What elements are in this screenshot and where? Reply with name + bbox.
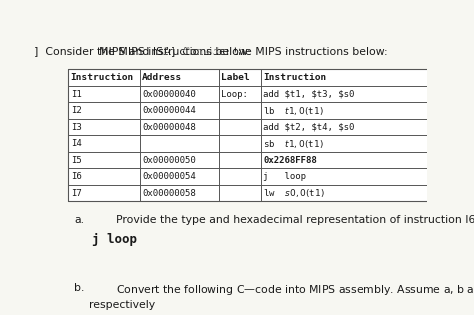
Text: j   loop: j loop (264, 172, 307, 181)
Text: I3: I3 (71, 123, 82, 132)
Text: I6: I6 (71, 172, 82, 181)
Text: I4: I4 (71, 139, 82, 148)
Text: Address: Address (142, 73, 182, 82)
Text: Loop:: Loop: (221, 89, 248, 99)
Text: sb  $t1, 0($t1): sb $t1, 0($t1) (264, 138, 325, 150)
Text: MIPS and ISA: MIPS and ISA (162, 46, 243, 56)
Text: 0x00000050: 0x00000050 (142, 156, 196, 164)
Text: lb  $t1, 0($t1): lb $t1, 0($t1) (264, 105, 325, 117)
Text: MIPS and ISA]  Consider the MIPS instructions below:: MIPS and ISA] Consider the MIPS instruct… (99, 46, 387, 56)
Text: add $t1, $t3, $s0: add $t1, $t3, $s0 (264, 89, 355, 99)
Text: I1: I1 (71, 89, 82, 99)
Text: Provide the type and hexadecimal representation of instruction I6:: Provide the type and hexadecimal represe… (116, 215, 474, 225)
Text: respectively: respectively (89, 300, 155, 310)
Text: 0x00000040: 0x00000040 (142, 89, 196, 99)
Text: 0x00000054: 0x00000054 (142, 172, 196, 181)
Text: ]  Consider the MIPS instructions below:: ] Consider the MIPS instructions below: (34, 46, 251, 56)
Text: add $t2, $t4, $s0: add $t2, $t4, $s0 (264, 123, 355, 132)
Text: b.: b. (74, 283, 84, 293)
Text: Instruction: Instruction (264, 73, 327, 82)
Text: 0x00000044: 0x00000044 (142, 106, 196, 115)
Text: I7: I7 (71, 189, 82, 198)
Text: I5: I5 (71, 156, 82, 164)
Text: Instruction: Instruction (71, 73, 134, 82)
Text: j loop: j loop (92, 233, 137, 246)
Bar (68, 69, 428, 201)
Text: 0x2268FF88: 0x2268FF88 (264, 156, 317, 164)
Text: lw  $s0, 0($t1): lw $s0, 0($t1) (264, 187, 326, 199)
Text: Convert the following C—code into MIPS assembly. Assume a, b are stored in $s1, : Convert the following C—code into MIPS a… (116, 283, 474, 296)
Text: Label: Label (221, 73, 250, 82)
Text: a.: a. (74, 215, 84, 225)
Text: 0x00000058: 0x00000058 (142, 189, 196, 198)
Text: I2: I2 (71, 106, 82, 115)
Text: 0x00000048: 0x00000048 (142, 123, 196, 132)
